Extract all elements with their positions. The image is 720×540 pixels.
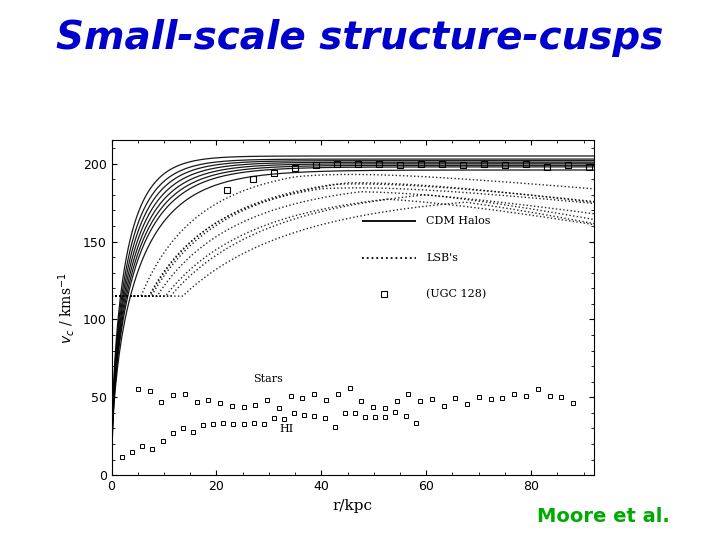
X-axis label: r/kpc: r/kpc — [333, 498, 373, 512]
Text: (UGC 128): (UGC 128) — [426, 289, 487, 300]
Text: LSB's: LSB's — [426, 253, 458, 262]
Text: Small-scale structure-cusps: Small-scale structure-cusps — [56, 19, 664, 57]
Text: HI: HI — [279, 423, 294, 434]
Text: Moore et al.: Moore et al. — [537, 508, 670, 526]
Y-axis label: $v_c$ / kms$^{-1}$: $v_c$ / kms$^{-1}$ — [56, 272, 77, 343]
Text: Stars: Stars — [253, 374, 283, 384]
Text: CDM Halos: CDM Halos — [426, 216, 490, 226]
